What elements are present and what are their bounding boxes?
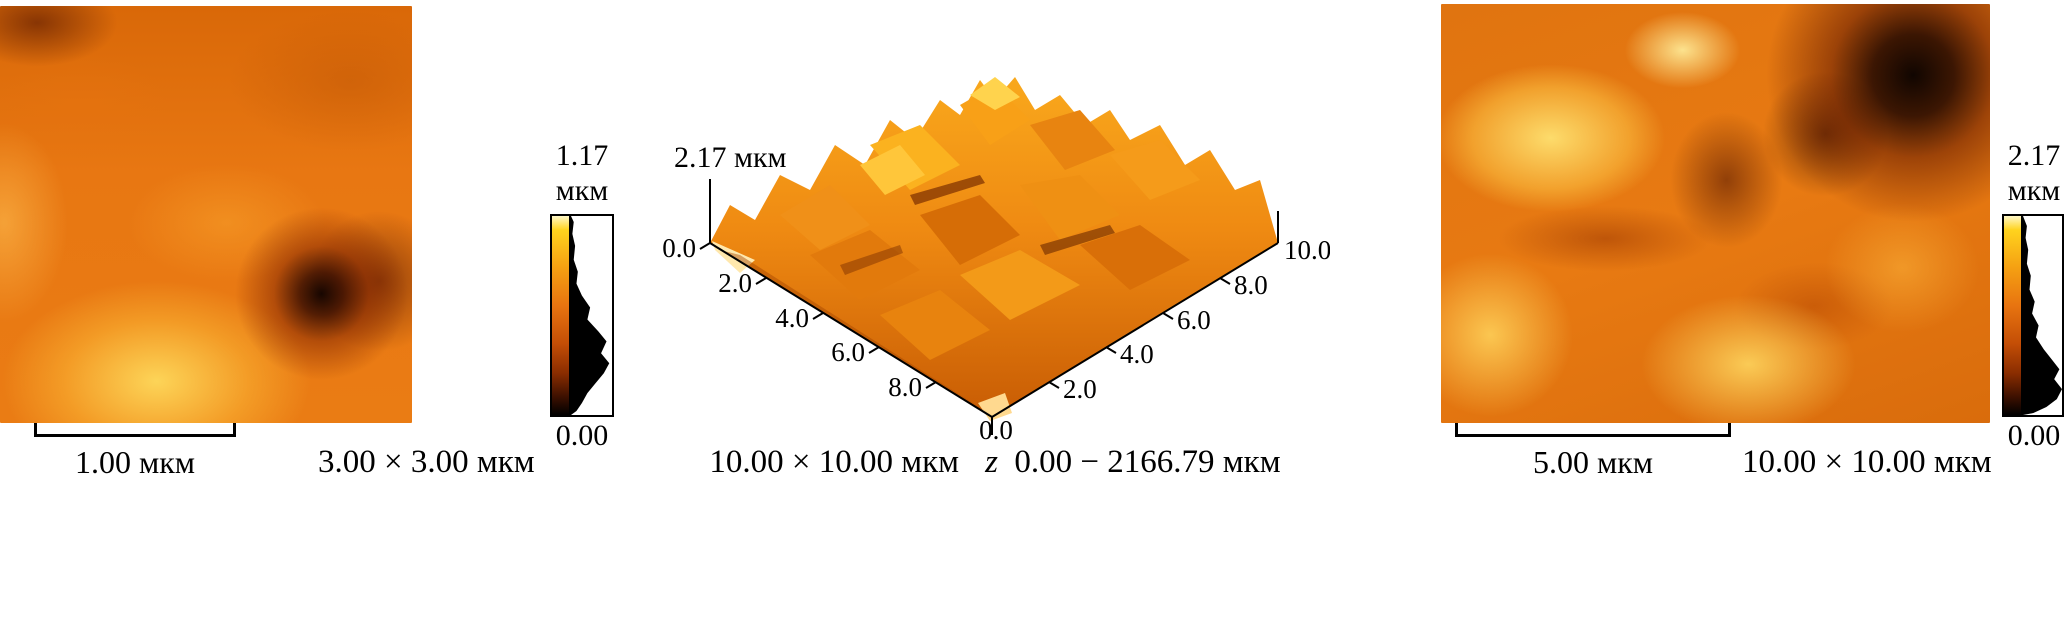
axis-left-tick-1: 2.0 [718, 268, 752, 298]
colorbar-max-value: 1.17 [555, 139, 609, 172]
axis-right-tick-1: 4.0 [1120, 339, 1154, 369]
axes [699, 179, 1279, 435]
colorbar-gradient [552, 216, 571, 415]
histogram-shape [571, 216, 610, 415]
afm-image-3x3 [0, 6, 412, 423]
colorbar-unit: мкм [2007, 174, 2061, 207]
scan-size-caption: 10.00 × 10.00 мкм [1742, 444, 1992, 480]
axis-left-tick-0: 0.0 [662, 233, 696, 263]
scalebar-label: 5.00 мкм [1532, 444, 1654, 480]
scan-size-caption: 3.00 × 3.00 мкм [318, 444, 535, 480]
scalebar [1455, 423, 1731, 437]
axis-left-tick-4: 8.0 [888, 372, 922, 402]
colorbar-min-value: 0.00 [2007, 419, 2061, 452]
colorbar-histogram [571, 216, 612, 415]
colorbar-gradient [2004, 216, 2023, 415]
surface-caption: 10.00 × 10.00 мкм z 0.00 − 2166.79 мкм [660, 444, 1330, 481]
colorbar-max-value: 2.17 [2007, 139, 2061, 172]
scalebar-label: 1.00 мкм [74, 444, 196, 480]
colorbar-histogram [2023, 216, 2062, 415]
colorbar [2002, 214, 2064, 417]
scalebar [34, 423, 236, 437]
colorbar [550, 214, 614, 417]
axis-right-tick-0: 2.0 [1063, 374, 1097, 404]
axis-front-tick: 0.0 [979, 415, 1013, 445]
axis-right-tick-4: 10.0 [1284, 235, 1330, 265]
axis-left-tick-3: 6.0 [831, 337, 865, 367]
z-max-label: 2.17 мкм [674, 141, 787, 174]
axis-right-tick-2: 6.0 [1177, 305, 1211, 335]
surface-size-label: 10.00 × 10.00 мкм [709, 444, 960, 480]
afm-image-10x10 [1441, 4, 1990, 423]
z-range-label: 0.00 − 2166.79 мкм [1014, 444, 1281, 480]
axis-right-tick-3: 8.0 [1234, 270, 1268, 300]
z-variable: z [985, 444, 998, 480]
colorbar-unit: мкм [555, 174, 609, 207]
colorbar-min-value: 0.00 [555, 419, 609, 452]
axis-left-tick-2: 4.0 [775, 303, 809, 333]
surface-3d-plot: 2.17 мкм 0.0 2.0 4.0 6.0 8.0 0.0 2.0 4.0… [662, 77, 1330, 445]
histogram-shape [2023, 216, 2062, 415]
